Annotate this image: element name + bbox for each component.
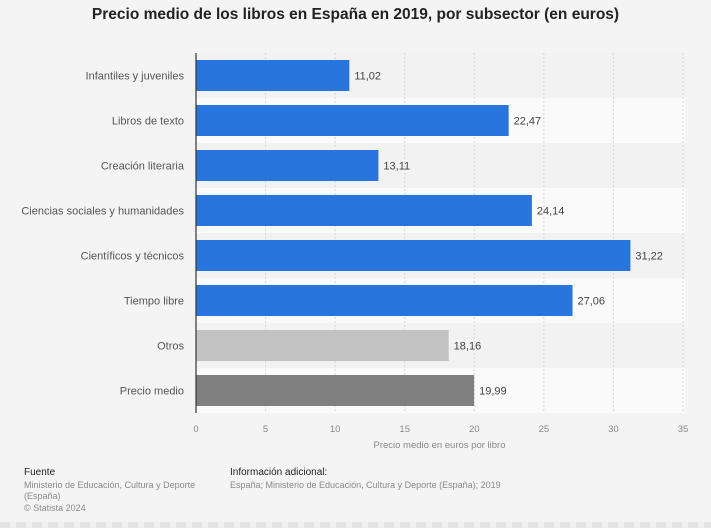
category-label: Científicos y técnicos xyxy=(81,251,185,263)
x-tick-label: 20 xyxy=(469,424,480,435)
info-text: España; Ministerio de Educación, Cultura… xyxy=(230,479,501,490)
source-line: Ministerio de Educación, Cultura y Depor… xyxy=(24,479,196,490)
category-label: Libros de texto xyxy=(112,116,184,128)
source-block: Fuente Ministerio de Educación, Cultura … xyxy=(24,467,195,514)
copyright: © Statista 2024 xyxy=(24,502,86,513)
x-tick-label: 25 xyxy=(539,424,550,435)
x-tick-label: 15 xyxy=(399,424,410,435)
x-axis-label: Precio medio en euros por libro xyxy=(373,440,505,451)
bar xyxy=(196,60,350,91)
chart-title: Precio medio de los libros en España en … xyxy=(91,6,620,23)
bar xyxy=(196,330,449,361)
category-label: Ciencias sociales y humanidades xyxy=(21,206,184,218)
data-label: 31,22 xyxy=(635,251,663,263)
bar xyxy=(196,285,573,316)
bar xyxy=(196,105,509,136)
data-label: 27,06 xyxy=(578,296,606,308)
additional-info-block: Información adicional: España; Ministeri… xyxy=(230,467,501,491)
category-label: Precio medio xyxy=(120,386,184,398)
category-label: Tiempo libre xyxy=(124,296,184,308)
category-label: Infantiles y juveniles xyxy=(86,71,185,83)
bar xyxy=(196,195,532,226)
data-label: 19,99 xyxy=(479,386,507,398)
bar xyxy=(196,375,475,406)
bottom-border xyxy=(0,522,711,528)
data-label: 11,02 xyxy=(354,71,381,83)
bar-chart: Infantiles y juveniles 11,02 Libros de tex… xyxy=(21,53,689,451)
x-tick-label: 10 xyxy=(330,424,341,435)
data-label: 18,16 xyxy=(454,341,482,353)
x-tick-label: 5 xyxy=(263,424,268,435)
source-line: (España) xyxy=(24,491,61,501)
bar xyxy=(196,150,379,181)
category-label: Otros xyxy=(157,341,184,353)
x-tick-label: 0 xyxy=(193,424,198,435)
data-label: 13,11 xyxy=(383,161,410,173)
info-heading: Información adicional: xyxy=(230,467,328,478)
x-tick-label: 35 xyxy=(678,424,689,435)
data-label: 22,47 xyxy=(514,116,542,128)
source-heading: Fuente xyxy=(24,467,56,478)
category-label: Creación literaria xyxy=(101,161,185,173)
bar xyxy=(196,240,631,271)
x-tick-label: 30 xyxy=(608,424,619,435)
data-label: 24,14 xyxy=(537,206,565,218)
